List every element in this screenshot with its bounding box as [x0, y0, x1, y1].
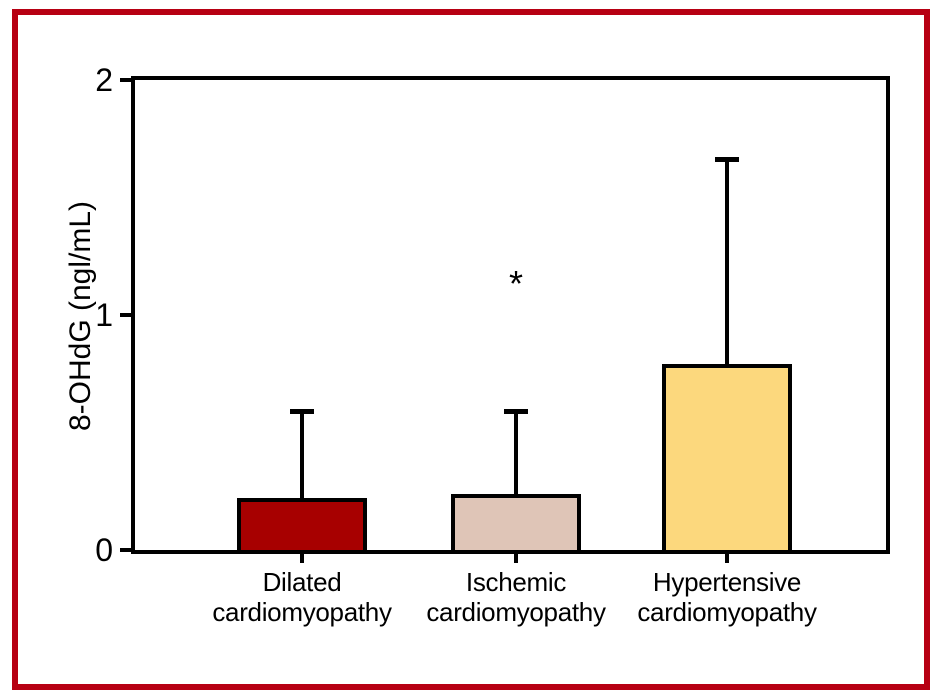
category-label-line1: Dilated — [262, 567, 342, 597]
y-axis-tick-0 — [120, 548, 131, 552]
category-label-line2: cardiomyopathy — [426, 597, 606, 627]
category-label-hypertensive: Hypertensive cardiomyopathy — [637, 567, 817, 627]
category-label-dilated: Dilated cardiomyopathy — [212, 567, 392, 627]
y-axis-tick-label-0: 0 — [95, 532, 113, 568]
error-bar-line — [725, 157, 729, 364]
error-bar-cap — [290, 409, 314, 414]
bar-dilated-cardiomyopathy — [237, 498, 367, 550]
bar-hypertensive-cardiomyopathy — [662, 364, 792, 550]
x-axis-tick-dilated — [300, 552, 304, 563]
bar-ischemic-cardiomyopathy — [451, 494, 581, 550]
error-bar-line — [300, 409, 304, 498]
y-axis-title: 8-OHdG (ngl/mL) — [64, 200, 97, 432]
category-label-ischemic: Ischemic cardiomyopathy — [426, 567, 606, 627]
plot-area: * — [131, 76, 890, 554]
category-label-line1: Hypertensive — [652, 567, 802, 597]
y-axis-tick-label-1: 1 — [95, 297, 113, 333]
category-label-line2: cardiomyopathy — [637, 597, 817, 627]
figure-border — [12, 9, 930, 690]
y-axis-tick-2 — [120, 78, 131, 82]
significance-asterisk: * — [508, 263, 524, 304]
error-bar-cap — [715, 157, 739, 162]
x-axis-tick-ischemic — [514, 552, 518, 563]
error-bar-cap — [504, 409, 528, 414]
error-bar-line — [514, 409, 518, 494]
category-label-line2: cardiomyopathy — [212, 597, 392, 627]
x-axis-tick-hypertensive — [725, 552, 729, 563]
y-axis-tick-1 — [120, 313, 131, 317]
category-label-line1: Ischemic — [465, 567, 567, 597]
y-axis-tick-label-2: 2 — [95, 62, 113, 98]
